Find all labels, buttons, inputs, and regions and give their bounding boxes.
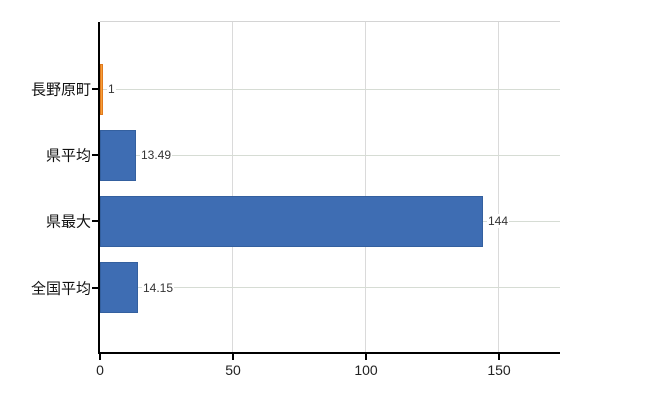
bar-value-label: 13.49 [140, 148, 173, 162]
bar-value-label: 144 [487, 214, 510, 228]
x-tick-label: 0 [96, 362, 104, 378]
x-gridline [232, 22, 233, 352]
x-tick-mark [498, 354, 500, 360]
bar-長野原町 [100, 64, 103, 115]
x-gridline [498, 22, 499, 352]
bar-県平均 [100, 130, 136, 181]
category-label: 県最大 [45, 213, 91, 231]
x-tick-label: 150 [487, 362, 511, 378]
x-tick-label: 100 [354, 362, 378, 378]
y-tick-mark [92, 154, 98, 156]
category-label: 県平均 [45, 147, 91, 165]
y-axis-line [98, 22, 100, 352]
y-tick-mark [92, 88, 98, 90]
bar-value-label: 1 [107, 82, 116, 96]
x-axis-line [98, 352, 560, 354]
y-tick-mark [92, 220, 98, 222]
category-gridline [100, 89, 560, 90]
category-gridline [100, 287, 560, 288]
x-tick-mark [99, 354, 101, 360]
x-tick-label: 50 [225, 362, 241, 378]
plot-top-border [100, 21, 560, 22]
category-label: 全国平均 [30, 280, 91, 298]
bar-全国平均 [100, 262, 138, 313]
x-tick-mark [232, 354, 234, 360]
category-label: 長野原町 [30, 81, 91, 99]
bar-value-label: 14.15 [142, 281, 175, 295]
bar-県最大 [100, 196, 483, 247]
x-gridline [365, 22, 366, 352]
y-tick-mark [92, 287, 98, 289]
x-tick-mark [365, 354, 367, 360]
category-gridline [100, 155, 560, 156]
